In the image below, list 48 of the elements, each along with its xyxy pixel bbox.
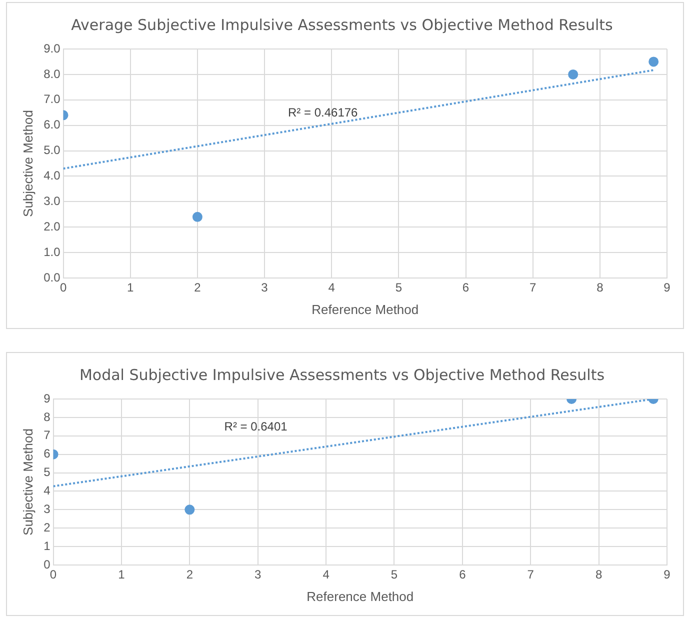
- x-tick-label: 4: [322, 568, 330, 582]
- y-tick-label: 3.0: [44, 194, 61, 208]
- y-tick-label: 9: [44, 391, 51, 406]
- x-tick-label: 8: [596, 280, 604, 295]
- chart-title: Modal Subjective Impulsive Assessments vs Objective Method Results: [79, 366, 605, 384]
- y-tick-label: 0: [44, 557, 51, 572]
- point: [648, 56, 659, 67]
- x-tick-label: 2: [186, 568, 194, 582]
- y-tick-label: 3: [44, 502, 51, 516]
- y-tick-label: 8.0: [44, 66, 61, 81]
- x-tick-label: 9: [664, 280, 671, 295]
- y-tick-label: 6: [44, 446, 51, 461]
- x-tick-label: 7: [529, 280, 536, 295]
- y-tick-label: 1.0: [44, 244, 61, 259]
- y-tick-label: 4: [44, 484, 51, 498]
- y-tick-label: 6.0: [44, 118, 61, 132]
- y-tick-label: 2.0: [44, 219, 61, 234]
- chart-title: Average Subjective Impulsive Assessments vs Objective Method Results: [71, 16, 614, 34]
- x-tick-label: 6: [462, 280, 470, 295]
- y-tick-label: 7.0: [44, 92, 61, 106]
- x-tick-label: 6: [459, 568, 466, 582]
- x-tick-label: 4: [328, 280, 336, 295]
- x-axis-title: Reference Method: [306, 588, 414, 604]
- y-axis-title: Subjective Method: [20, 110, 36, 217]
- y-tick-label: 4.0: [44, 168, 61, 183]
- y-tick-label: 5: [44, 465, 51, 480]
- y-tick-label: 5.0: [44, 143, 61, 158]
- y-tick-label: 8: [44, 410, 51, 424]
- y-tick-label: 7: [44, 428, 51, 442]
- y-axis-title: Subjective Method: [20, 428, 36, 536]
- y-tick-label: 0.0: [44, 270, 61, 284]
- x-tick-label: 5: [390, 568, 398, 582]
- x-tick-label: 1: [127, 280, 134, 295]
- x-tick-label: 5: [395, 280, 402, 295]
- point: [568, 69, 578, 80]
- annotation: R² = 0.46176: [288, 105, 358, 120]
- y-tick-label: 9.0: [44, 41, 61, 56]
- x-tick-label: 9: [664, 568, 671, 582]
- y-tick-label: 2: [44, 520, 51, 534]
- x-tick-label: 3: [254, 568, 262, 582]
- y-tick-label: 1: [44, 538, 51, 553]
- x-tick-label: 7: [527, 568, 534, 582]
- annotation: R² = 0.6401: [224, 420, 288, 434]
- x-tick-label: 1: [118, 568, 126, 582]
- x-tick-label: 3: [261, 280, 268, 295]
- x-tick-label: 8: [595, 568, 602, 582]
- x-tick-label: 2: [194, 280, 202, 295]
- x-axis-title: Reference Method: [312, 302, 419, 317]
